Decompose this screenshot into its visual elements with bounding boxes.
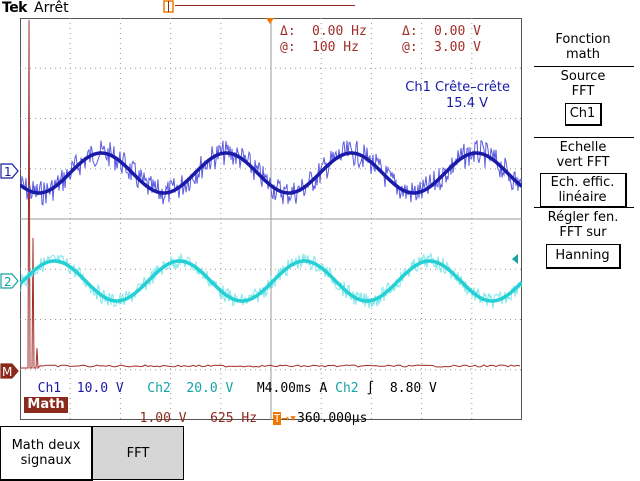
ch2-ground-marker[interactable]: 2 <box>0 273 20 289</box>
menu-fft-window[interactable]: Régler fen. FFT sur Hanning <box>530 210 636 269</box>
acquisition-state: Arrêt <box>34 0 69 16</box>
math-ground-marker[interactable]: M <box>0 363 20 379</box>
source-label: Source <box>560 69 606 84</box>
measurement-readout: Ch1 Crête–crête 15.4 V <box>360 80 510 112</box>
math-scale: 1.00 V <box>139 411 187 426</box>
bottom-menu: Math deux signaux FFT <box>0 424 640 481</box>
window-label: Régler fen. <box>547 210 619 225</box>
ch2-noise-trace <box>20 253 522 309</box>
math-freq: 625 Hz <box>210 411 258 426</box>
record-bar <box>175 5 355 6</box>
timebase: M4.00ms <box>256 381 312 396</box>
cursor-readout: Δ: 0.00 Hz Δ: 0.00 V @: 100 Hz @: 3.00 V <box>280 24 520 56</box>
menu-title: Fonction math <box>555 32 611 62</box>
scope-display <box>20 18 522 420</box>
ch1-ground-marker[interactable]: 1 <box>0 163 20 179</box>
at-freq-value: 100 Hz <box>312 40 359 55</box>
trigger-position-icon <box>163 0 174 13</box>
menu-divider <box>534 137 634 138</box>
scale-value-button[interactable]: Ech. effic. linéaire <box>539 173 627 208</box>
at-volt-value: 3.00 V <box>434 40 481 55</box>
window-sublabel: FFT sur <box>559 225 607 240</box>
trigger-time-marker <box>266 18 274 24</box>
scale-sublabel: vert FFT <box>556 155 610 170</box>
menu-divider <box>534 66 634 67</box>
math-badge: Math <box>24 397 68 413</box>
brand-logo: Tek <box>2 0 28 16</box>
delta-freq-value: 0.00 Hz <box>312 24 367 39</box>
math-dual-signal-button[interactable]: Math deux signaux <box>0 426 93 481</box>
arrow-right-icon: →▾ <box>281 411 298 426</box>
status-bar: Tek Arrêt <box>0 0 640 18</box>
ch1-label: Ch1 <box>37 381 62 396</box>
trigger-level: 8.80 V <box>389 381 437 396</box>
delta-label-2: Δ: <box>402 24 418 39</box>
measurement-label: Ch1 Crête–crête <box>405 80 510 95</box>
ch2-marker-label: 2 <box>4 275 12 289</box>
math-marker-label: M <box>2 365 12 379</box>
channel-readout: Ch1 10.0 V Ch2 20.0 V M4.00ms A Ch2 ∫ 8.… <box>22 366 522 396</box>
ch2-scale: 20.0 V <box>186 381 234 396</box>
math-readout: 1.00 V 625 Hz T→▾360.000µs <box>22 396 522 426</box>
menu-source[interactable]: Source FFT Ch1 <box>530 69 636 126</box>
ch1-waveform <box>20 151 522 195</box>
delta-label-1: Δ: <box>280 24 296 39</box>
ch1-marker-label: 1 <box>4 165 12 179</box>
delta-volt-value: 0.00 V <box>434 24 481 39</box>
source-sublabel: FFT <box>571 84 595 99</box>
fft-button[interactable]: FFT <box>92 426 184 480</box>
math-fft-trace <box>20 19 521 370</box>
rising-edge-icon: ∫ <box>366 381 375 396</box>
scale-label: Echelle <box>559 140 607 155</box>
measurement-value: 15.4 V <box>446 96 488 111</box>
at-label-1: @: <box>280 40 296 55</box>
ch2-waveform <box>20 259 522 303</box>
ch2-label: Ch2 <box>147 381 171 396</box>
window-value-button[interactable]: Hanning <box>545 244 621 269</box>
trigger-source: Ch2 <box>335 381 359 396</box>
source-value-button[interactable]: Ch1 <box>564 103 602 126</box>
menu-vertical-scale[interactable]: Echelle vert FFT Ech. effic. linéaire <box>530 140 636 208</box>
trigger-mode: A <box>319 381 328 396</box>
side-menu: Fonction math Source FFT Ch1 Echelle ver… <box>530 28 638 278</box>
trigger-level-marker <box>512 254 518 264</box>
trigger-offset-icon: T <box>272 412 282 425</box>
trigger-offset: 360.000µs <box>297 411 368 426</box>
ch1-scale: 10.0 V <box>76 381 124 396</box>
menu-divider <box>534 207 634 208</box>
at-label-2: @: <box>402 40 418 55</box>
graticule <box>20 18 522 420</box>
